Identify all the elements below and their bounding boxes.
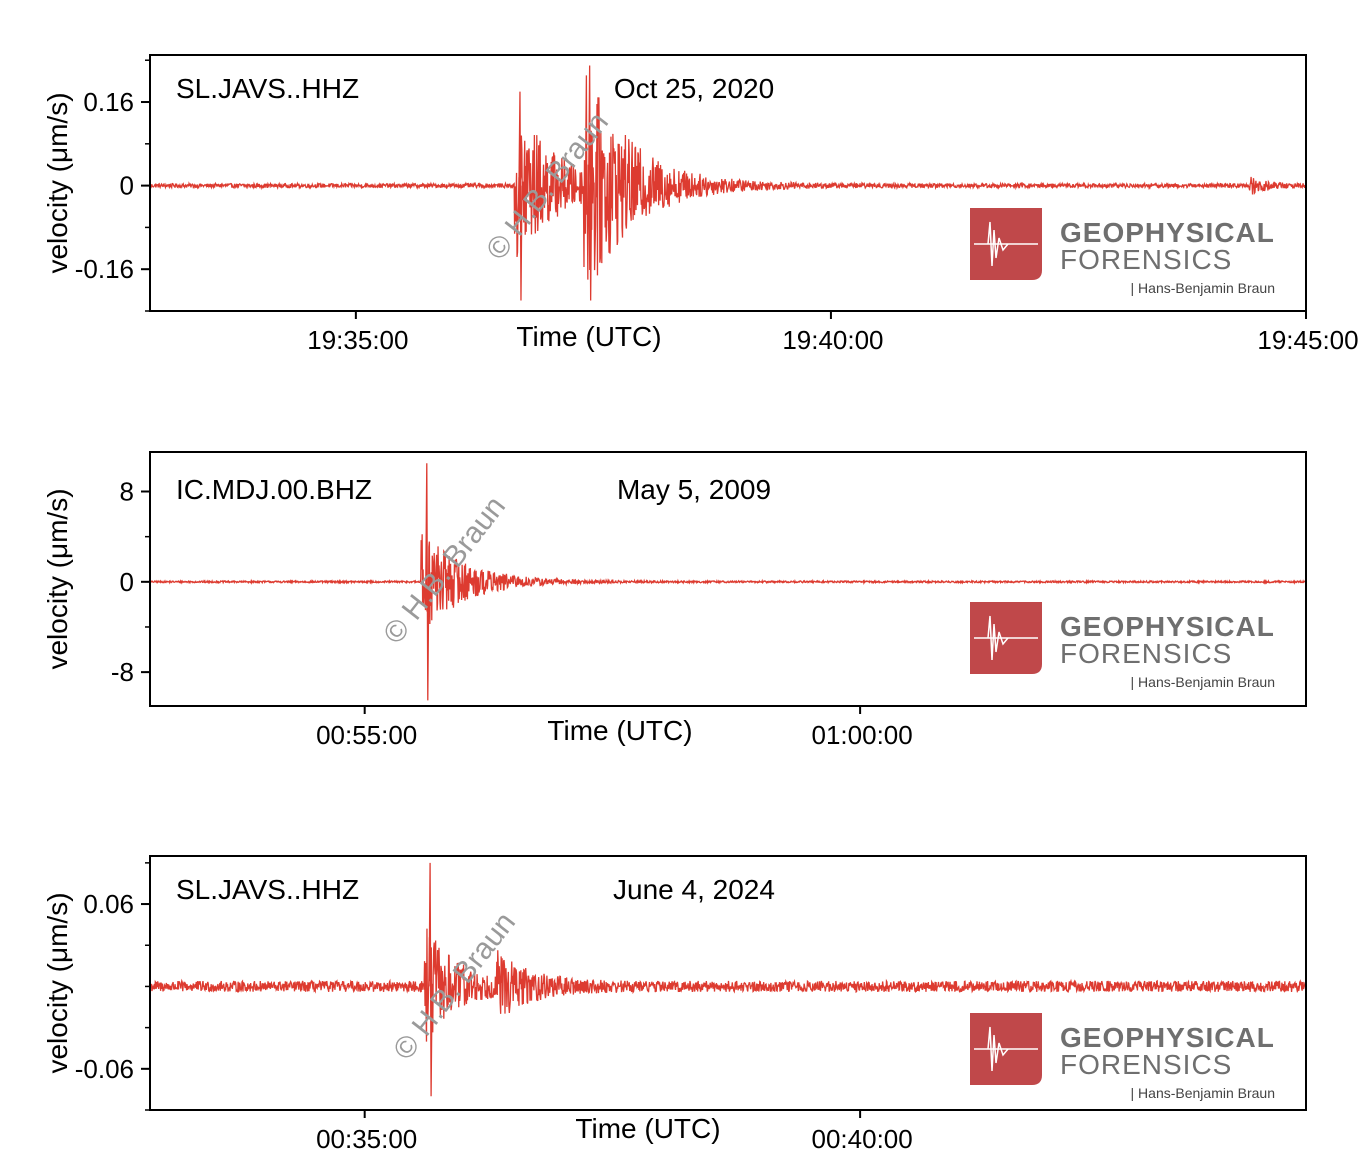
date-label: June 4, 2024 xyxy=(613,874,775,905)
logo-credit: | Hans-Benjamin Braun xyxy=(1131,280,1275,296)
x-axis-label: Time (UTC) xyxy=(575,1113,720,1144)
y-tick-label: -0.06 xyxy=(75,1054,134,1084)
y-axis-label-text: velocity (μm/s) xyxy=(42,92,73,273)
x-tick-label: 00:40:00 xyxy=(812,1124,913,1154)
x-tick-label: 19:40:00 xyxy=(782,325,883,355)
date-label: May 5, 2009 xyxy=(617,474,771,505)
y-tick-label: 8 xyxy=(120,477,134,507)
y-tick-label: 0.16 xyxy=(83,87,134,117)
logo-spike-line xyxy=(987,1026,1009,1072)
plot-frame xyxy=(149,855,1307,1111)
x-tick-label: 00:35:00 xyxy=(316,1124,417,1154)
x-tick-label: 19:35:00 xyxy=(307,325,408,355)
watermark-text: © H.B. Braun xyxy=(377,490,512,650)
logo-credit: | Hans-Benjamin Braun xyxy=(1131,674,1275,690)
logo-subtitle: FORENSICS xyxy=(1060,1049,1232,1080)
waveform-trace xyxy=(149,65,1307,301)
logo-title: GEOPHYSICAL xyxy=(1060,611,1275,642)
logo-spike-line xyxy=(987,615,1009,661)
x-tick-label: 19:45:00 xyxy=(1257,325,1358,355)
logo-credit: | Hans-Benjamin Braun xyxy=(1131,1085,1275,1101)
x-tick-label: 01:00:00 xyxy=(812,720,913,750)
logo-spike-line xyxy=(987,221,1009,267)
logo-title: GEOPHYSICAL xyxy=(1060,1022,1275,1053)
waveform-trace xyxy=(149,463,1307,701)
station-label: SL.JAVS..HHZ xyxy=(176,73,359,104)
waveform-trace xyxy=(149,862,1307,1097)
plot-frame xyxy=(149,451,1307,707)
logo-title: GEOPHYSICAL xyxy=(1060,217,1275,248)
x-axis-label: Time (UTC) xyxy=(547,715,692,746)
date-label: Oct 25, 2020 xyxy=(614,73,774,104)
y-axis-label-text: velocity (μm/s) xyxy=(42,488,73,669)
y-tick-label: 0.06 xyxy=(83,889,134,919)
x-tick-label: 00:55:00 xyxy=(316,720,417,750)
station-label: IC.MDJ.00.BHZ xyxy=(176,474,372,505)
y-axis-label-text: velocity (μm/s) xyxy=(42,892,73,1073)
station-label: SL.JAVS..HHZ xyxy=(176,874,359,905)
y-tick-label: -0.16 xyxy=(75,254,134,284)
logo-subtitle: FORENSICS xyxy=(1060,638,1232,669)
y-tick-label: 0 xyxy=(120,171,134,201)
y-tick-label: 0 xyxy=(120,567,134,597)
y-axis-label: velocity (μm/s) xyxy=(42,488,73,669)
y-axis-label: velocity (μm/s) xyxy=(42,92,73,273)
y-axis-label: velocity (μm/s) xyxy=(42,892,73,1073)
logo-subtitle: FORENSICS xyxy=(1060,244,1232,275)
y-tick-label: -8 xyxy=(111,657,134,687)
x-axis-label: Time (UTC) xyxy=(516,321,661,352)
plot-frame xyxy=(149,54,1307,312)
